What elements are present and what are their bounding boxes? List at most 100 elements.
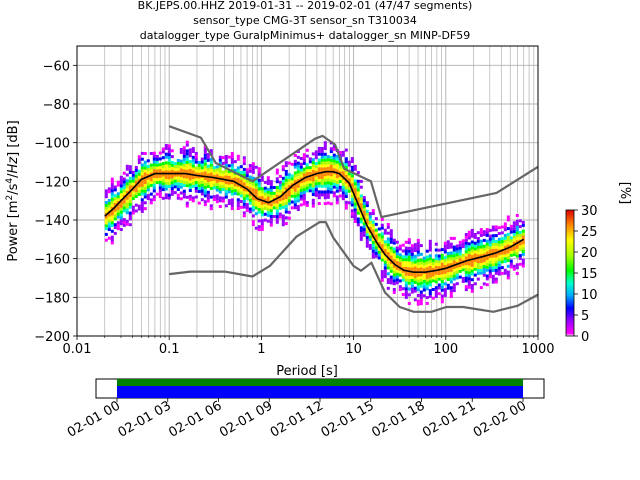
pdf-cell [344,186,348,190]
pdf-cell [200,180,204,184]
pdf-cell [461,242,465,246]
pdf-cell [395,275,399,279]
pdf-cell [506,247,510,251]
pdf-cell [344,180,348,184]
pdf-cell [269,214,273,218]
pdf-cell [128,179,132,183]
pdf-cell [287,179,291,182]
pdf-cell [497,243,501,247]
pdf-cell [401,272,405,276]
pdf-cell [509,253,513,257]
pdf-cell [236,207,240,210]
pdf-cell [191,176,195,180]
pdf-cell [506,256,510,260]
pdf-cell [326,190,330,193]
pdf-cell [110,200,114,204]
pdf-cell [434,292,438,295]
pdf-cell [389,266,393,270]
pdf-cell [440,248,444,252]
pdf-cell [320,158,324,162]
noise-models [168,125,539,313]
pdf-cell [305,154,309,158]
pdf-cell [170,184,174,188]
pdf-cell [503,268,507,272]
pdf-cell [251,202,255,206]
pdf-cell [155,166,159,170]
pdf-cell [359,237,363,241]
pdf-cell [242,214,246,218]
pdf-cell [515,225,519,229]
pdf-cell [110,195,114,198]
pdf-cell [197,184,201,188]
pdf-cell [365,244,369,248]
pdf-cell [488,269,492,273]
pdf-cell [389,264,393,267]
pdf-cell [509,265,513,269]
pdf-cell [344,203,348,207]
pdf-cell [242,188,246,192]
pdf-cell [446,243,450,247]
pdf-cell [380,252,384,256]
pdf-cell [416,288,420,292]
pdf-cell [218,170,222,174]
pdf-cell [386,254,390,258]
pdf-cell [143,178,147,182]
pdf-cell [452,289,456,293]
pdf-cell [116,203,120,207]
pdf-cell [293,188,297,192]
pdf-cell [407,252,411,256]
pdf-cell [485,283,489,287]
time-tick-label: 02-01 12 [268,398,326,440]
pdf-cell [356,191,360,195]
pdf-cell [416,273,420,277]
pdf-cell [254,197,258,201]
pdf-cell [170,175,174,179]
pdf-cell [389,240,393,244]
pdf-cell [299,180,303,184]
pdf-cell [323,158,327,162]
pdf-cell [299,194,303,198]
pdf-cell [206,199,210,203]
pdf-cell [413,266,417,270]
pdf-cell [425,261,429,265]
pdf-cell [269,206,273,210]
pdf-cell [440,253,444,257]
pdf-cell [302,196,306,200]
pdf-cell [293,165,297,169]
pdf-cell [185,184,189,188]
pdf-cell [476,242,480,246]
pdf-cell [491,277,495,281]
pdf-cell [242,191,246,195]
pdf-cell [356,185,360,189]
pdf-cell [476,257,480,261]
pdf-cell [206,153,210,157]
pdf-cell [494,263,498,267]
pdf-cell [140,189,144,193]
pdf-cell [365,230,369,234]
pdf-cell [506,259,510,262]
pdf-cell [335,186,339,190]
pdf-cell [467,271,471,275]
pdf-cell [269,220,273,224]
pdf-cell [284,178,288,182]
pdf-cell [344,166,348,169]
pdf-cell [392,253,396,257]
pdf-cell [293,194,297,198]
pdf-cell [326,166,330,170]
pdf-cell [497,246,501,250]
pdf-cell [449,289,453,293]
pdf-cell [392,250,396,254]
pdf-cell [248,181,252,185]
pdf-cell [407,261,411,265]
pdf-cell [500,251,504,255]
pdf-cell [311,152,315,156]
pdf-cell [143,186,147,190]
pdf-cell [200,189,204,193]
colorbar-tick-label: 15 [581,267,598,282]
pdf-cell [218,190,222,194]
pdf-cell [299,186,303,189]
pdf-cell [329,187,333,191]
pdf-cell [494,257,498,261]
pdf-cell [302,202,306,206]
pdf-cell [191,164,195,168]
